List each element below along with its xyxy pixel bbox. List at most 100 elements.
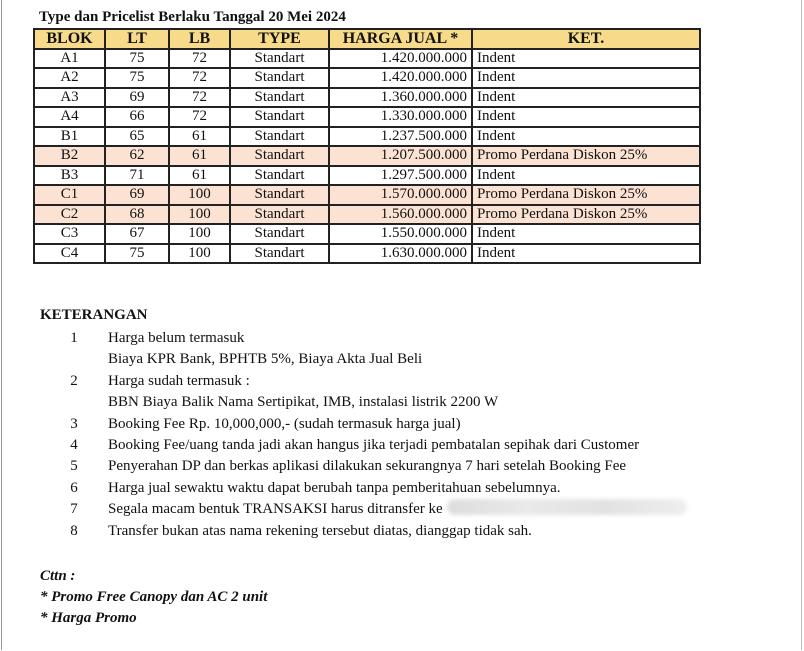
cell-blok: A3: [33, 86, 106, 108]
item-number: 1: [70, 330, 78, 346]
keterangan-item: 1 Harga belum termasuk: [40, 328, 687, 349]
cell-lt: 62: [104, 145, 170, 167]
item-text: Harga sudah termasuk :: [108, 372, 250, 389]
cell-lb: 72: [168, 106, 231, 128]
cell-type: Standart: [229, 164, 330, 186]
cell-ket: Promo Perdana Diskon 25%: [471, 184, 701, 206]
cell-harga-jual: 1.330.000.000: [328, 106, 473, 128]
header-lt: LT: [104, 28, 170, 50]
item-text: Booking Fee Rp. 10,000,000,- (sudah term…: [108, 415, 461, 432]
cell-lt: 68: [104, 203, 170, 225]
cell-harga-jual: 1.297.500.000: [328, 164, 473, 186]
cell-lb: 61: [168, 145, 231, 167]
cell-lb: 61: [168, 164, 231, 186]
table-row: B2 62 61 Standart 1.207.500.000 Promo Perdana…: [33, 145, 701, 167]
cell-harga-jual: 1.420.000.000: [328, 47, 473, 69]
cell-type: Standart: [229, 223, 330, 245]
cell-type: Standart: [229, 67, 330, 89]
cell-ket: Indent: [471, 125, 701, 147]
keterangan-section: KETERANGAN 1 Harga belum termasuk Biaya KP…: [40, 307, 687, 542]
cell-ket: Promo Perdana Diskon 25%: [471, 203, 701, 225]
cell-lb: 100: [168, 184, 231, 206]
cell-blok: A2: [33, 67, 106, 89]
item-number: [40, 392, 108, 413]
header-lb: LB: [168, 28, 231, 50]
cell-ket: Indent: [471, 106, 701, 128]
cell-ket: Indent: [471, 223, 701, 245]
table-row: B3 71 61 Standart 1.297.500.000 Indent: [33, 164, 701, 186]
cell-ket: Indent: [471, 164, 701, 186]
table-row: A2 75 72 Standart 1.420.000.000 Indent: [33, 67, 701, 89]
cell-lt: 71: [104, 164, 170, 186]
cell-type: Standart: [229, 106, 330, 128]
cell-blok: C2: [33, 203, 106, 225]
item-number: 3: [70, 415, 78, 432]
item-text: Penyerahan DP dan berkas aplikasi dilaku…: [108, 458, 627, 475]
keterangan-item: 5 Penyerahan DP dan berkas aplikasi dilak…: [40, 456, 687, 477]
keterangan-item: 8 Transfer bukan atas nama rekening terse…: [40, 521, 687, 542]
cell-lb: 72: [168, 47, 231, 69]
cell-lb: 100: [168, 203, 231, 225]
table-row: C3 67 100 Standart 1.550.000.000 Indent: [33, 223, 701, 245]
cell-lb: 61: [168, 125, 231, 147]
cell-lb: 100: [168, 223, 231, 245]
catatan-section: Cttn : * Promo Free Canopy dan AC 2 unit…: [40, 566, 267, 629]
table-row: A4 66 72 Standart 1.330.000.000 Indent: [33, 106, 701, 128]
cell-ket: Indent: [471, 67, 701, 89]
cell-blok: B1: [33, 125, 106, 147]
table-header-row: BLOK LT LB TYPE HARGA JUAL * KET.: [33, 28, 701, 50]
catatan-item: * Harga Promo: [40, 610, 137, 626]
header-ket: KET.: [471, 28, 701, 50]
cell-blok: C3: [33, 223, 106, 245]
cell-type: Standart: [229, 184, 330, 206]
keterangan-item: BBN Biaya Balik Nama Sertipikat, IMB, in…: [40, 392, 687, 413]
cell-lt: 69: [104, 86, 170, 108]
keterangan-item: 2 Harga sudah termasuk :: [40, 371, 687, 392]
item-number: 4: [70, 436, 78, 453]
cell-lt: 65: [104, 125, 170, 147]
cell-harga-jual: 1.570.000.000: [328, 184, 473, 206]
catatan-item: * Promo Free Canopy dan AC 2 unit: [40, 589, 268, 605]
table-row: C4 75 100 Standart 1.630.000.000 Indent: [33, 242, 701, 264]
table-row: A3 69 72 Standart 1.360.000.000 Indent: [33, 86, 701, 108]
cell-type: Standart: [229, 203, 330, 225]
catatan-heading: Cttn :: [40, 568, 76, 584]
cell-ket: Indent: [471, 242, 701, 264]
cell-type: Standart: [229, 145, 330, 167]
cell-harga-jual: 1.360.000.000: [328, 86, 473, 108]
cell-blok: C1: [33, 184, 106, 206]
cell-lb: 72: [168, 67, 231, 89]
item-number: 8: [70, 522, 78, 539]
cell-lb: 72: [168, 86, 231, 108]
cell-type: Standart: [229, 242, 330, 264]
item-text: Harga jual sewaktu waktu dapat berubah t…: [108, 479, 561, 496]
table-row: C1 69 100 Standart 1.570.000.000 Promo Perdan…: [33, 184, 701, 206]
cell-type: Standart: [229, 125, 330, 147]
cell-blok: C4: [33, 242, 106, 264]
cell-blok: B3: [33, 164, 106, 186]
keterangan-item: Biaya KPR Bank, BPHTB 5%, Biaya Akta Jua…: [40, 349, 687, 370]
item-text: Transfer bukan atas nama rekening terseb…: [108, 522, 532, 539]
cell-blok: A4: [33, 106, 106, 128]
cell-ket: Indent: [471, 86, 701, 108]
item-number: 5: [70, 458, 78, 475]
item-number: 2: [70, 372, 78, 389]
item-text: Harga belum termasuk: [108, 330, 245, 346]
keterangan-heading: KETERANGAN: [40, 307, 148, 323]
cell-harga-jual: 1.207.500.000: [328, 145, 473, 167]
header-type: TYPE: [229, 28, 330, 50]
keterangan-item: 3 Booking Fee Rp. 10,000,000,- (sudah ter…: [40, 414, 687, 435]
document-title: Type dan Pricelist Berlaku Tanggal 20 Me…: [39, 9, 346, 25]
item-text: Booking Fee/uang tanda jadi akan hangus …: [108, 436, 640, 453]
keterangan-item: 6 Harga jual sewaktu waktu dapat berubah …: [40, 478, 687, 499]
cell-blok: A1: [33, 47, 106, 69]
item-number: 6: [70, 479, 78, 496]
cell-lt: 67: [104, 223, 170, 245]
table-row: C2 68 100 Standart 1.560.000.000 Promo Perdan…: [33, 203, 701, 225]
item-number: [40, 349, 108, 370]
redacted-account-info: [446, 499, 687, 516]
cell-harga-jual: 1.550.000.000: [328, 223, 473, 245]
cell-harga-jual: 1.237.500.000: [328, 125, 473, 147]
item-text: BBN Biaya Balik Nama Sertipikat, IMB, in…: [108, 394, 499, 411]
